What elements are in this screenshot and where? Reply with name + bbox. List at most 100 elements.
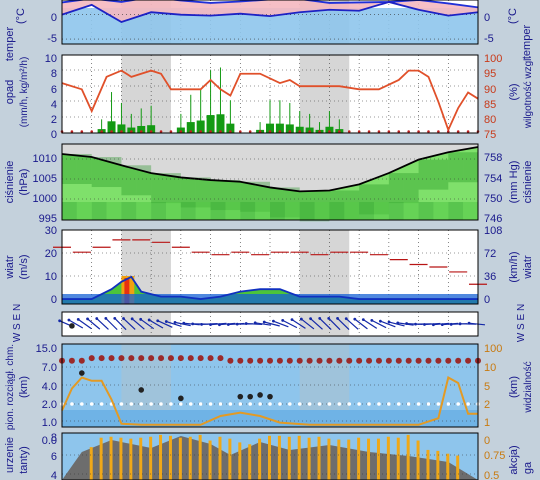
high-cloud-dot [118, 355, 125, 362]
precip-marker [338, 130, 341, 133]
wind-base-band [62, 294, 478, 304]
pressure-line [61, 146, 479, 193]
wind-direction-arrow [282, 319, 298, 329]
pressure-shade [299, 202, 315, 220]
low-cloud-dot [288, 402, 292, 406]
wind-arrow-head [361, 318, 365, 322]
sun-frame [61, 432, 479, 480]
pressure-shade [76, 202, 92, 220]
wind-arrow-head [353, 317, 357, 321]
high-cloud-dot [385, 357, 392, 364]
pressure-shade [91, 202, 107, 220]
high-cloud-dot [237, 357, 244, 364]
pressure-shade [284, 202, 300, 220]
tick-label: 2 [484, 399, 490, 411]
wind-arrow-head [191, 322, 195, 326]
mid-cloud-dot [138, 387, 145, 393]
tick-label: -5 [47, 33, 57, 45]
wind-left-label-1: wiatr [4, 255, 16, 280]
pressure-shade [180, 177, 196, 208]
wind-arrow-head [327, 316, 331, 320]
pressure-shade [225, 202, 241, 220]
sun-bar [307, 437, 311, 480]
precip-right-label-2: wilgotność wzgl. [523, 56, 534, 129]
low-cloud-dot [248, 402, 252, 406]
clouds-right-label-1: (km) [508, 376, 520, 398]
high-cloud-dot [138, 355, 145, 362]
sun-bar [139, 437, 143, 480]
right-compass-label: W S E N [516, 304, 527, 342]
low-cloud-dot [337, 402, 342, 406]
low-cloud-dot [426, 402, 431, 406]
pressure-shade [151, 202, 166, 220]
sun-bar [129, 438, 133, 480]
pressure-shade [255, 202, 270, 220]
night-band [299, 230, 350, 304]
high-cloud-dot [148, 355, 155, 362]
wind-direction-arrow [114, 317, 127, 331]
wind-arrow-head [344, 317, 348, 321]
wind-right-label-2: wiatr [522, 255, 534, 280]
sun-bar [268, 435, 271, 480]
wind-arrow-head [76, 317, 80, 321]
low-cloud-dot [228, 402, 233, 406]
wind-arrow-head [253, 321, 257, 325]
wind-arrow-head [449, 322, 453, 326]
wind-arrow-head [378, 319, 382, 323]
wind-speed-line [62, 275, 478, 300]
precip-marker [466, 130, 470, 133]
mid-cloud-dot [69, 323, 75, 329]
sun-bar [109, 436, 113, 480]
precip-frame [61, 54, 479, 134]
wind-arrow-head [235, 322, 239, 326]
high-cloud-dot [187, 355, 194, 362]
direction-frame [61, 311, 479, 337]
precip-marker [209, 130, 212, 133]
sun-bar [149, 436, 153, 480]
tick-label: 36 [484, 271, 496, 283]
wind-direction-arrow [157, 320, 173, 328]
tick-label: 80 [484, 114, 496, 126]
mid-cloud-dot [247, 393, 253, 400]
tick-label: 0 [51, 129, 57, 141]
clouds-frame [61, 343, 479, 428]
pressure-shade [210, 202, 226, 220]
sun-bar [248, 444, 252, 480]
tick-label: 0.5 [484, 470, 499, 480]
night-band [121, 55, 171, 133]
pressure-shade [418, 202, 434, 220]
clouds-right-label-2: widzialność [523, 361, 534, 413]
high-cloud-dot [78, 357, 85, 364]
tick-label: 95 [484, 68, 496, 80]
temp-right-label-1: (°C [507, 8, 519, 24]
high-cloud-dot [197, 355, 204, 362]
wind-arrow-head [458, 322, 462, 326]
temp-left-label-1: temper [4, 27, 16, 62]
precip-marker [139, 130, 143, 133]
precip-marker [437, 130, 440, 133]
tick-label: 1.0 [42, 417, 57, 429]
wind-direction-arrow [264, 321, 280, 327]
wind-direction-arrow [77, 318, 92, 330]
wind-direction-arrow [362, 319, 378, 329]
precip-marker [298, 130, 302, 133]
wind-arrow-head [405, 322, 409, 325]
high-cloud-dot [375, 357, 382, 364]
high-cloud-dot [128, 355, 135, 362]
tick-label: 0 [484, 12, 490, 24]
sunshine-panel [61, 432, 479, 480]
sun-bar [396, 437, 400, 480]
low-cloud-dot [238, 402, 243, 406]
precip-left-label-1: opad [4, 80, 16, 104]
wind-direction-arrow [166, 320, 182, 328]
wind-direction-arrow [328, 317, 341, 331]
temp-series-line [61, 1, 479, 23]
clouds-left-label-1: pion. rozciągł. chm. [5, 344, 16, 430]
pressure-area [62, 147, 478, 220]
sun-bar [446, 453, 450, 480]
high-cloud-dot [356, 357, 363, 364]
tick-label: 75 [484, 129, 496, 141]
precip-marker [248, 130, 252, 133]
precip-marker [199, 130, 202, 133]
